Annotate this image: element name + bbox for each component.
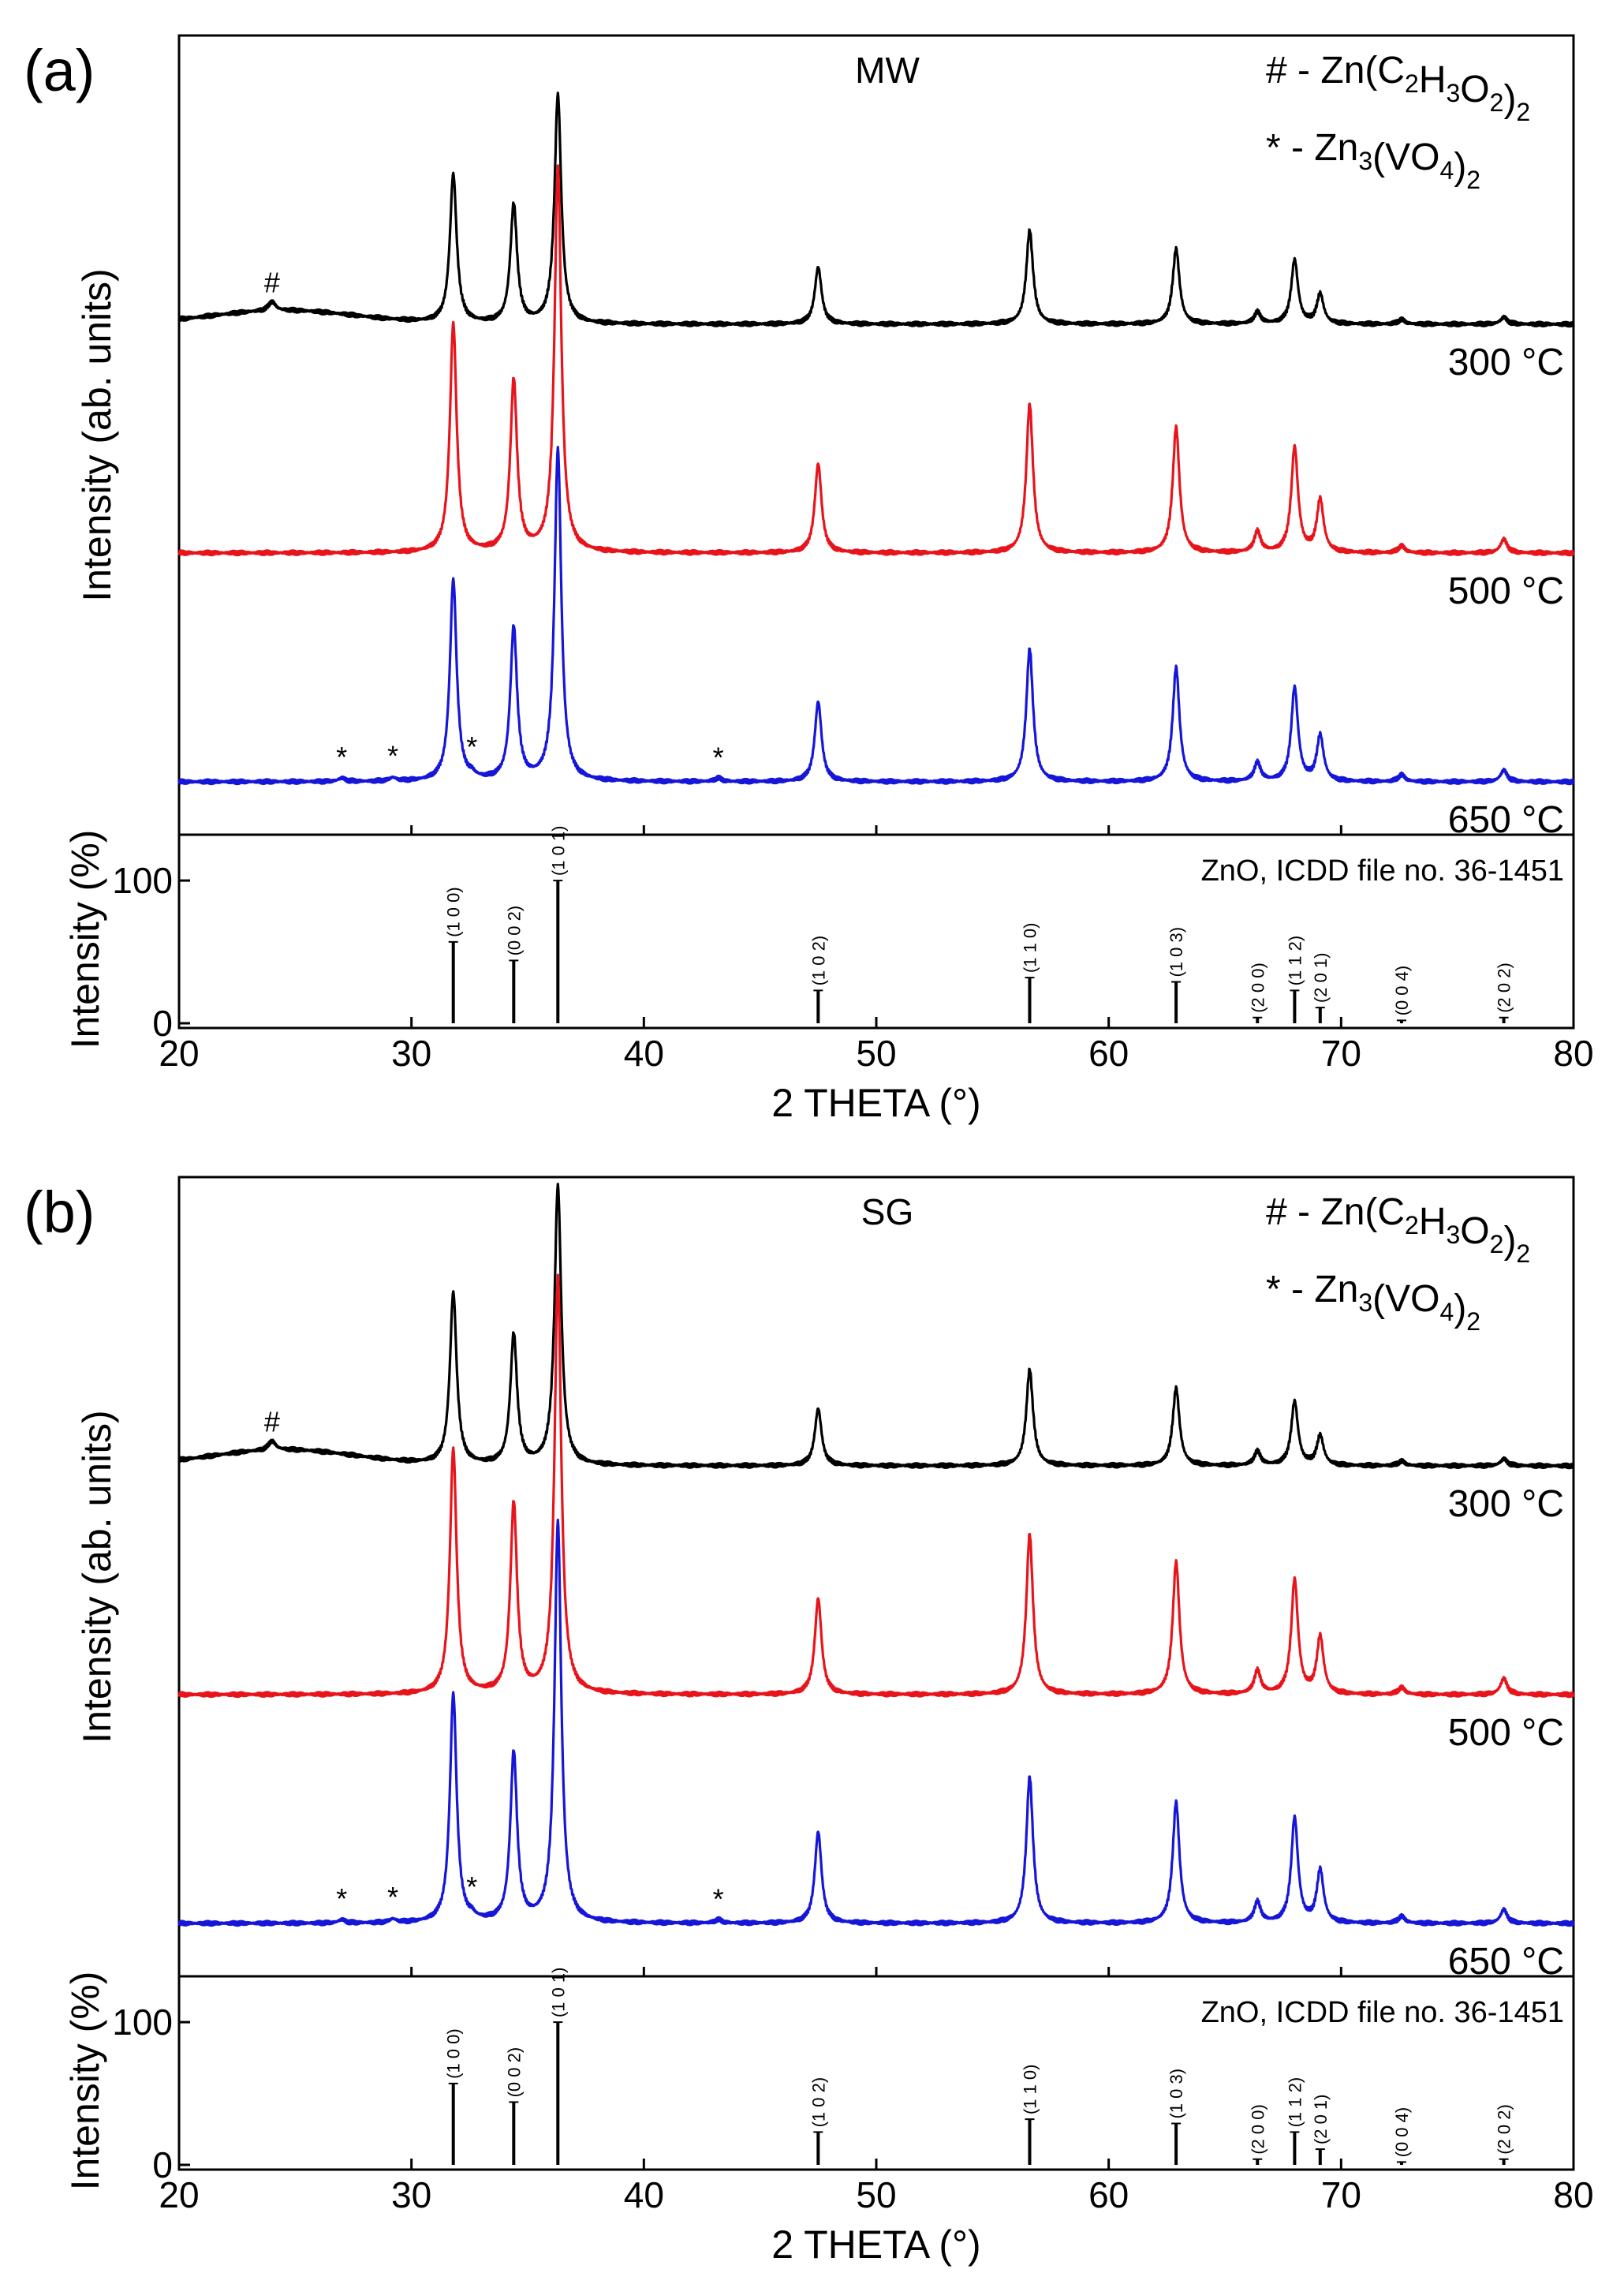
legend-symbol: # <box>1266 1191 1287 1233</box>
panel-b: (b) SG # - Zn(C2H3O2)2Zn(C2H3O2)2* - Zn3(V… <box>24 1176 1594 2267</box>
x-tick-label: 20 <box>159 1033 199 1074</box>
panel-a: (a) MW # - Zn(C2H3O2)2Zn(C2H3O2)2* - Zn3(V… <box>24 34 1594 1125</box>
x-tick-label: 70 <box>1321 2174 1361 2215</box>
reference-hkl-label: (1 1 2) <box>1285 936 1305 986</box>
x-axis-title: 2 THETA (°) <box>771 2222 980 2267</box>
reference-y-tick-label: 100 <box>112 2002 173 2043</box>
reference-title: ZnO, ICDD file no. 36-1451 <box>1201 854 1564 888</box>
series-line <box>177 1273 1575 1699</box>
x-tick-label: 20 <box>159 2174 199 2215</box>
x-tick-label: 70 <box>1321 1033 1361 1074</box>
reference-hkl-label: (0 0 4) <box>1392 2107 1412 2158</box>
reference-hkl-label: (2 0 2) <box>1495 963 1514 1013</box>
x-tick-label: 60 <box>1088 1033 1129 1074</box>
series-temperature-label: 500 °C <box>1448 570 1564 612</box>
reference-hkl-label: (1 1 0) <box>1020 2065 1040 2115</box>
reference-y-axis-title: Intensity (%) <box>63 830 107 1049</box>
reference-hkl-label: (1 0 2) <box>808 2077 828 2128</box>
reference-title: ZnO, ICDD file no. 36-1451 <box>1201 1996 1564 2029</box>
legend-entry: # - Zn(C2H3O2)2Zn(C2H3O2)2 <box>1266 50 1530 126</box>
reference-hkl-label: (1 0 1) <box>548 825 568 876</box>
x-tick-label: 80 <box>1553 1033 1593 1074</box>
series-temperature-label: 500 °C <box>1448 1712 1564 1754</box>
legend-entry: * - Zn3(VO4)2Zn3(VO4)2 <box>1266 127 1480 194</box>
series-temperature-label: 300 °C <box>1448 342 1564 383</box>
legend-symbol: # <box>1266 50 1287 92</box>
reference-hkl-label: (1 1 0) <box>1020 923 1040 974</box>
reference-hkl-label: (1 0 2) <box>808 936 828 986</box>
impurity-marker: # <box>264 266 280 298</box>
impurity-marker: * <box>713 1882 724 1915</box>
reference-hkl-label: (2 0 1) <box>1311 2095 1331 2145</box>
impurity-marker: * <box>387 1881 398 1913</box>
series-line <box>177 164 1575 557</box>
series-temperature-label: 650 °C <box>1448 1941 1564 1983</box>
panel-label: (b) <box>24 1179 95 1245</box>
legend-entry: * - Zn3(VO4)2Zn3(VO4)2 <box>1266 1269 1480 1336</box>
impurity-marker: # <box>264 1405 280 1437</box>
x-tick-label: 50 <box>856 2174 896 2215</box>
reference-hkl-label: (0 0 2) <box>504 906 524 956</box>
x-tick-label: 50 <box>856 1033 896 1074</box>
reference-hkl-label: (1 0 1) <box>548 1967 568 2017</box>
reference-hkl-label: (2 0 0) <box>1248 963 1267 1013</box>
x-tick-label: 30 <box>391 1033 431 1074</box>
impurity-marker: * <box>336 741 347 773</box>
reference-hkl-label: (0 0 4) <box>1392 966 1412 1016</box>
series-line <box>177 1183 1575 1470</box>
impurity-marker: * <box>387 739 398 772</box>
impurity-marker: * <box>466 731 477 763</box>
sample-label: MW <box>855 50 920 91</box>
reference-hkl-label: (2 0 0) <box>1248 2104 1267 2155</box>
reference-hkl-label: (1 0 3) <box>1167 927 1186 978</box>
reference-y-tick-label: 0 <box>152 1003 173 1044</box>
reference-y-tick-label: 100 <box>112 860 173 901</box>
reference-hkl-label: (2 0 2) <box>1495 2104 1514 2155</box>
impurity-marker: * <box>336 1882 347 1915</box>
impurity-marker: * <box>713 741 724 773</box>
series-temperature-label: 300 °C <box>1448 1483 1564 1525</box>
series-line <box>177 1518 1575 1927</box>
panel-label: (a) <box>24 38 95 103</box>
reference-hkl-label: (1 0 3) <box>1167 2069 1186 2119</box>
reference-hkl-label: (0 0 2) <box>504 2047 524 2098</box>
series-line <box>177 92 1575 328</box>
series-temperature-label: 650 °C <box>1448 799 1564 841</box>
legend-symbol: * <box>1266 127 1281 169</box>
sample-label: SG <box>861 1191 913 1232</box>
legend-entry: # - Zn(C2H3O2)2Zn(C2H3O2)2 <box>1266 1191 1530 1268</box>
reference-hkl-label: (1 1 2) <box>1285 2077 1305 2128</box>
reference-y-axis-title: Intensity (%) <box>63 1972 107 2191</box>
x-tick-label: 80 <box>1553 2174 1593 2215</box>
y-axis-title: Intensity (ab. units) <box>75 268 119 601</box>
reference-hkl-label: (2 0 1) <box>1311 953 1331 1004</box>
reference-hkl-label: (1 0 0) <box>444 2028 464 2079</box>
legend-symbol: * <box>1266 1269 1281 1310</box>
x-tick-label: 40 <box>624 2174 664 2215</box>
reference-hkl-label: (1 0 0) <box>444 887 464 937</box>
series-line <box>177 446 1575 786</box>
x-axis-title: 2 THETA (°) <box>771 1081 980 1125</box>
reference-y-tick-label: 0 <box>152 2144 173 2185</box>
x-tick-label: 30 <box>391 2174 431 2215</box>
x-tick-label: 40 <box>624 1033 664 1074</box>
y-axis-title: Intensity (ab. units) <box>75 1410 119 1743</box>
impurity-marker: * <box>466 1871 477 1903</box>
x-tick-label: 60 <box>1088 2174 1129 2215</box>
